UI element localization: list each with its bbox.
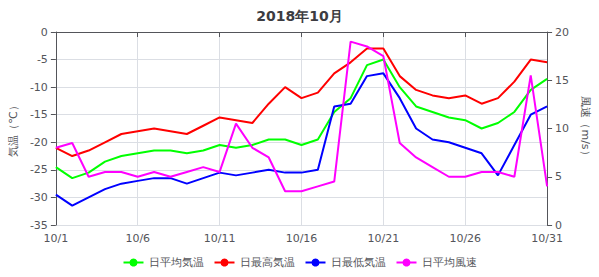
svg-text:気温（℃）: 気温（℃） [7,100,20,156]
svg-text:-5: -5 [37,53,48,66]
svg-text:10: 10 [555,122,569,135]
svg-text:10/6: 10/6 [125,232,150,245]
svg-text:風速（m/s）: 風速（m/s） [579,96,592,160]
svg-text:10/16: 10/16 [286,232,318,245]
svg-text:-25: -25 [30,163,48,176]
svg-text:20: 20 [555,26,569,39]
svg-text:日平均風速: 日平均風速 [422,256,477,269]
svg-text:10/21: 10/21 [368,232,400,245]
svg-text:-10: -10 [30,81,48,94]
svg-text:-15: -15 [30,108,48,121]
svg-text:10/11: 10/11 [204,232,236,245]
svg-text:-35: -35 [30,219,48,232]
svg-text:-30: -30 [30,191,48,204]
svg-text:0: 0 [555,219,562,232]
svg-text:日最高気温: 日最高気温 [240,256,295,269]
svg-text:日平均気温: 日平均気温 [149,256,204,269]
svg-text:2018年10月: 2018年10月 [256,8,342,24]
svg-text:10/26: 10/26 [449,232,481,245]
svg-text:日最低気温: 日最低気温 [331,256,386,269]
svg-text:-20: -20 [30,136,48,149]
svg-text:5: 5 [555,170,562,183]
svg-text:0: 0 [41,26,48,39]
svg-text:10/31: 10/31 [531,232,563,245]
svg-text:15: 15 [555,74,569,87]
svg-text:10/1: 10/1 [44,232,69,245]
